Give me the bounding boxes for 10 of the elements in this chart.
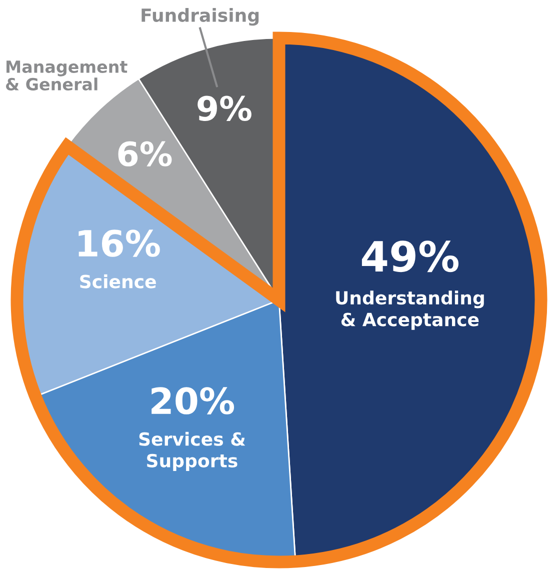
data-label: 16% — [78, 230, 160, 257]
slice-label: Services & Supports — [139, 432, 246, 471]
slice-label: Management & General — [6, 60, 128, 90]
slice-label: Science — [80, 274, 156, 288]
slice-label: Fundraising — [142, 8, 259, 26]
slice-label: Understanding & Acceptance — [336, 290, 484, 330]
data-label: 49% — [362, 240, 458, 272]
data-label: 20% — [152, 387, 234, 414]
data-label: 6% — [118, 141, 172, 166]
data-label: 9% — [198, 96, 252, 121]
